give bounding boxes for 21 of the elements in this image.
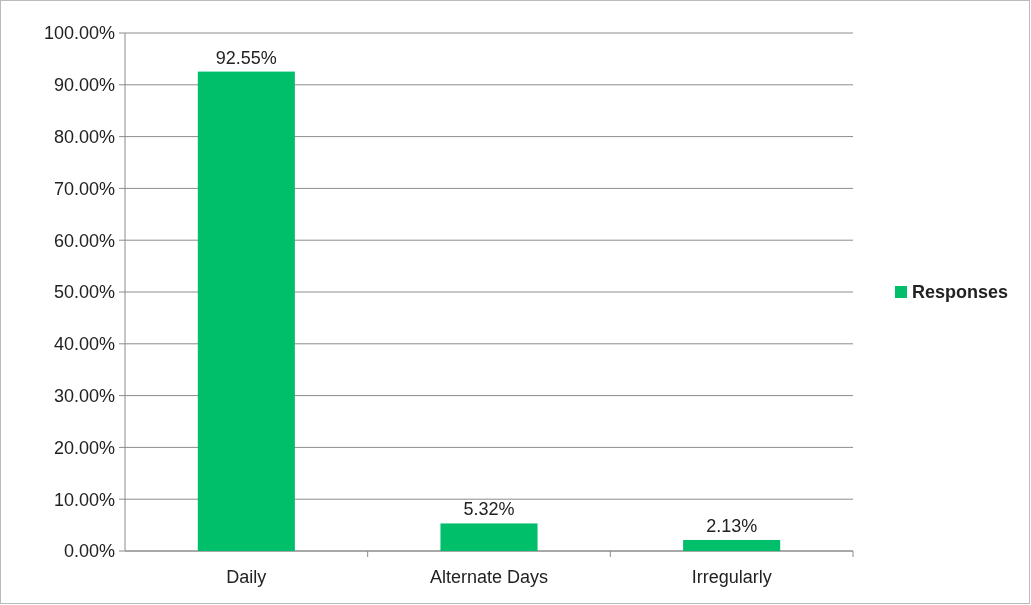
data-label: 2.13% (706, 515, 758, 536)
bar (683, 539, 781, 551)
x-tick-label: Alternate Days (429, 567, 549, 587)
y-tick-label: 30.00% (53, 385, 115, 406)
data-label: 5.32% (463, 499, 515, 520)
data-label: 92.55% (215, 47, 277, 68)
bar (197, 71, 295, 551)
y-tick-label: 80.00% (53, 126, 115, 147)
y-tick-label: 0.00% (63, 541, 115, 562)
y-tick-label: 90.00% (53, 75, 115, 96)
legend-label: Responses (912, 282, 1009, 303)
y-tick-label: 50.00% (53, 282, 115, 303)
y-tick-label: 20.00% (53, 437, 115, 458)
y-tick-label: 10.00% (53, 489, 115, 510)
y-tick-label: 100.00% (43, 23, 115, 44)
y-tick-label: 70.00% (53, 178, 115, 199)
bar (440, 523, 538, 551)
y-tick-label: 60.00% (53, 230, 115, 251)
x-tick-label: Daily (226, 567, 267, 587)
x-tick-label: Irregularly (691, 567, 772, 587)
y-tick-label: 40.00% (53, 334, 115, 355)
